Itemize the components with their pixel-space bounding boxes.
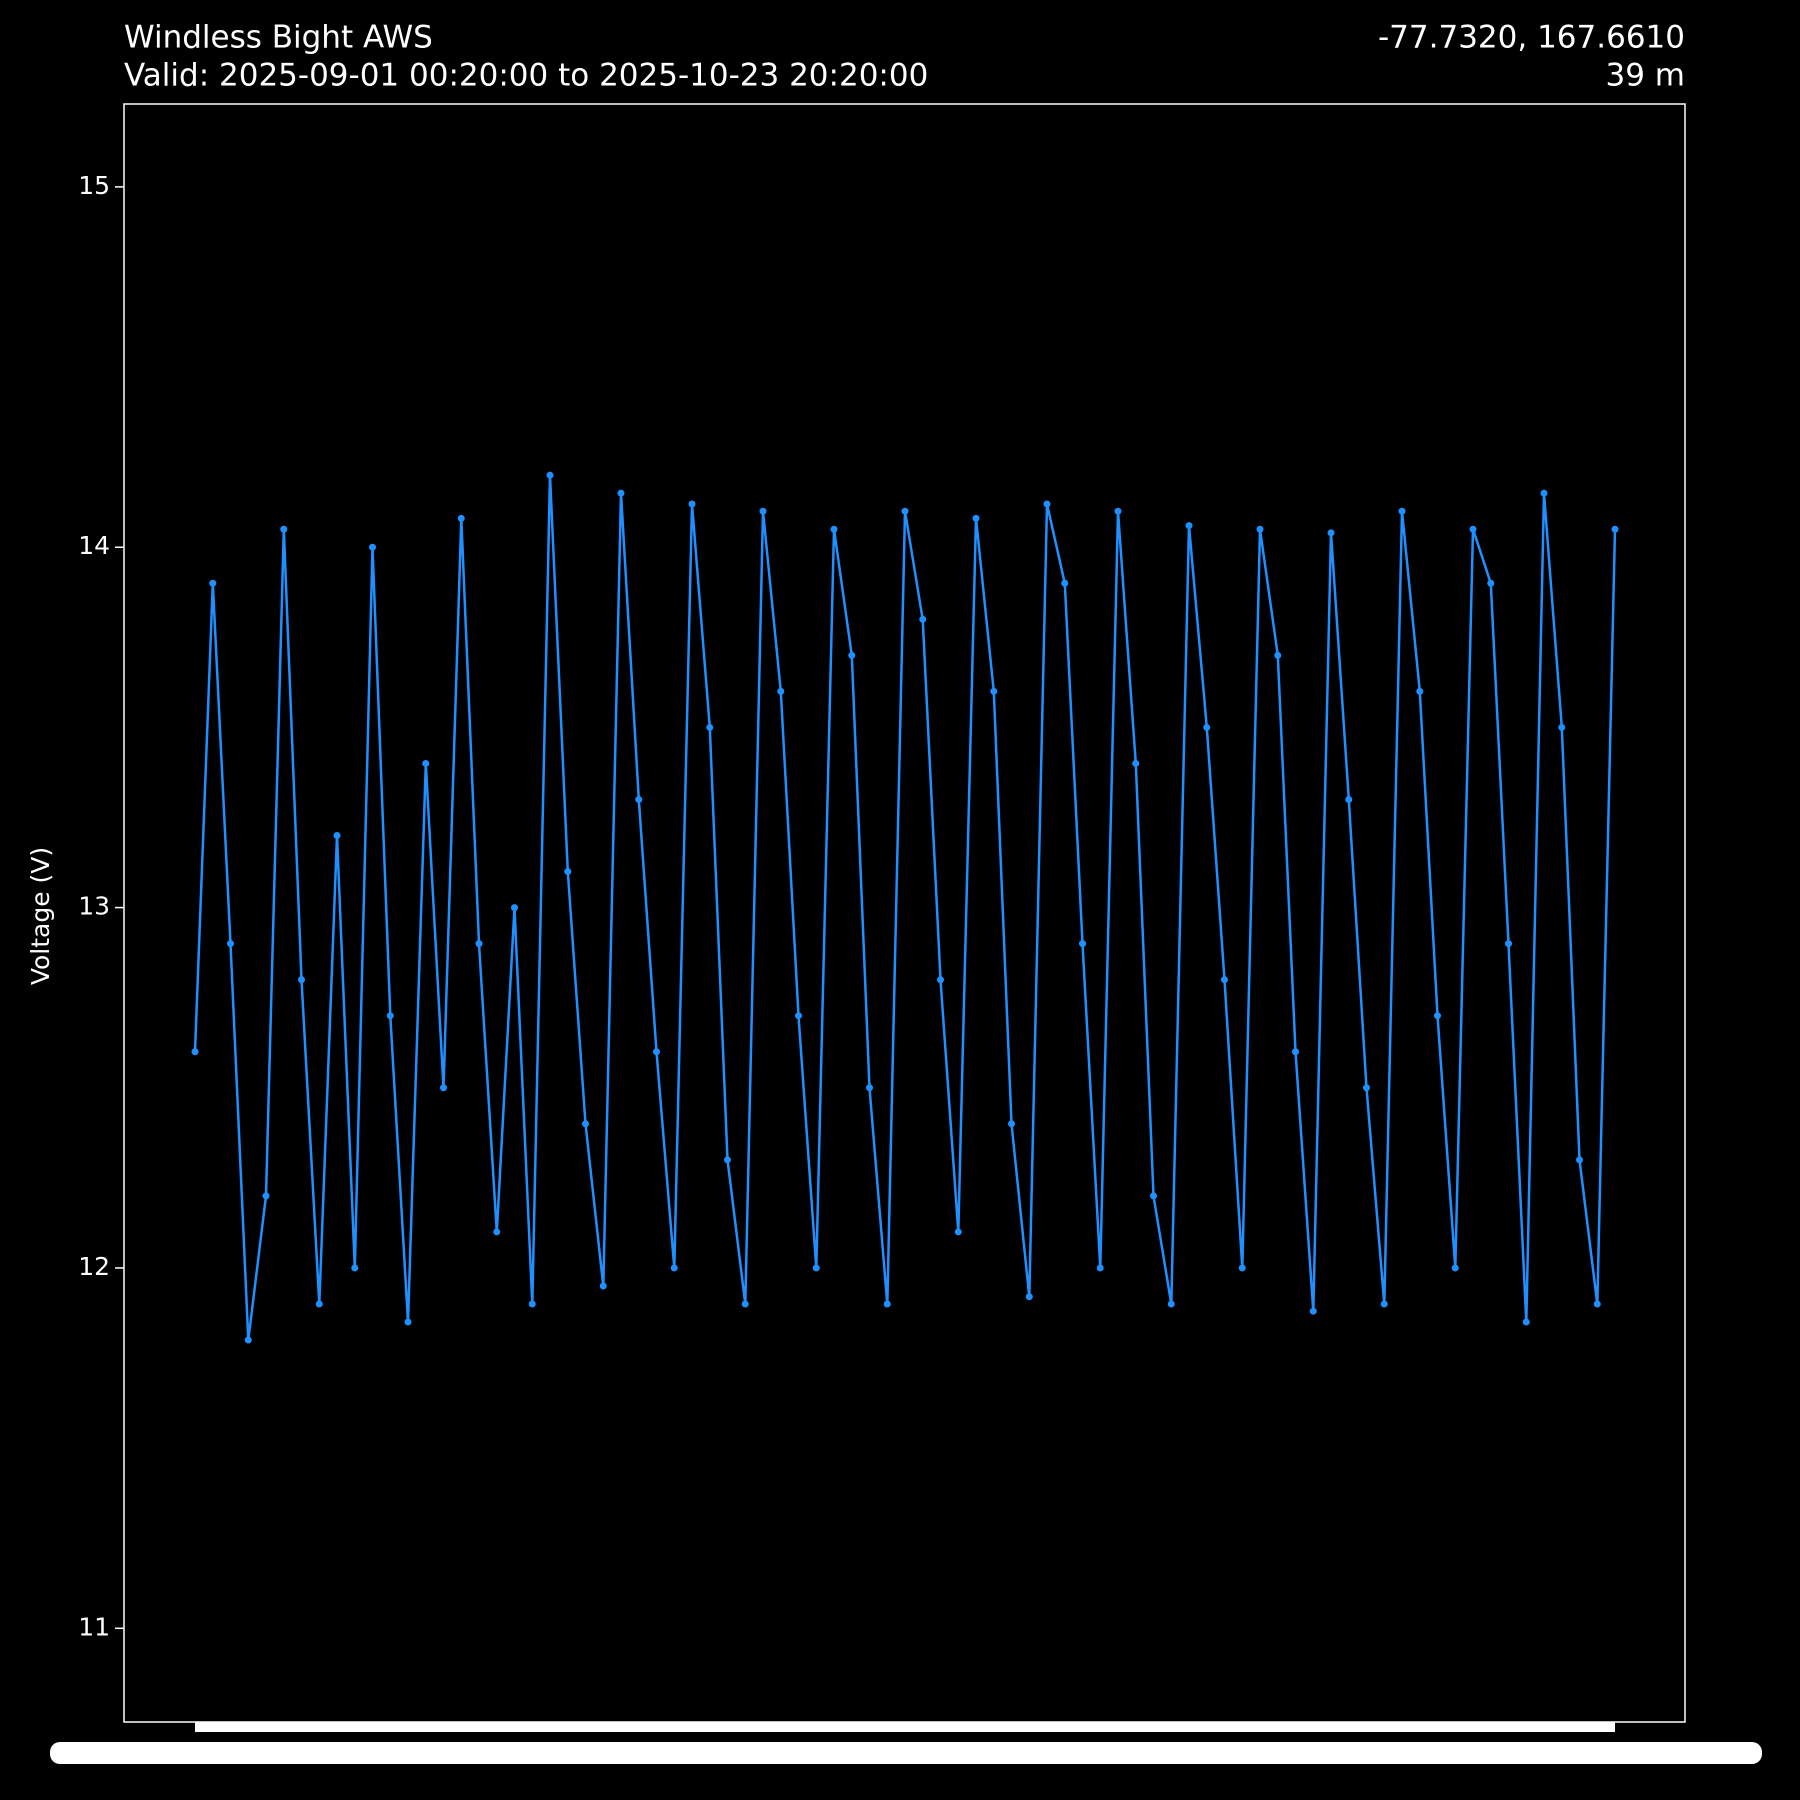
data-point [1008, 1120, 1015, 1128]
data-point [901, 507, 909, 515]
data-point [1185, 522, 1193, 530]
data-point [883, 1300, 891, 1308]
data-point [511, 904, 518, 912]
data-point [351, 1264, 359, 1272]
plot-area [191, 471, 1619, 1344]
data-point [1505, 940, 1512, 948]
chart-subtitle: Valid: 2025-09-01 00:20:00 to 2025-10-23… [124, 58, 928, 94]
data-point [440, 1084, 447, 1092]
data-point [191, 1048, 199, 1056]
data-point [759, 507, 767, 515]
data-point [1576, 1156, 1583, 1164]
data-line [193, 473, 1617, 1342]
data-point [795, 1012, 802, 1020]
data-point [582, 1120, 589, 1128]
data-point [1114, 507, 1122, 515]
x-tick-marks-overlap [195, 1722, 1615, 1732]
data-point [1096, 1264, 1104, 1272]
data-point [564, 868, 572, 876]
elevation: 39 m [1606, 58, 1686, 94]
data-point [280, 525, 288, 533]
data-point [315, 1300, 323, 1308]
data-point [1593, 1300, 1601, 1308]
data-point [1061, 579, 1069, 587]
data-point [1132, 759, 1140, 767]
data-point [1611, 525, 1619, 533]
data-point [422, 759, 430, 767]
data-point [369, 543, 376, 551]
data-point [617, 489, 625, 497]
data-point [706, 723, 714, 731]
data-point [635, 795, 643, 803]
data-point [1292, 1048, 1299, 1056]
data-point [1079, 940, 1086, 948]
data-point [1398, 507, 1406, 515]
data-point [1345, 795, 1353, 803]
y-tick-label: 15 [78, 171, 110, 200]
data-point [546, 471, 554, 479]
data-point [830, 525, 838, 533]
data-point [1416, 687, 1424, 695]
data-point [741, 1300, 749, 1308]
axes-frame [123, 103, 1686, 1723]
x-tick-labels-overlap [50, 1742, 1762, 1764]
data-point [848, 651, 856, 659]
data-point [262, 1192, 270, 1200]
y-tick-label: 13 [78, 892, 110, 921]
data-point [1043, 500, 1051, 508]
data-point [1327, 529, 1335, 537]
data-point [990, 687, 998, 695]
data-point [1363, 1084, 1370, 1092]
data-point [1221, 976, 1228, 984]
data-point [493, 1228, 501, 1236]
data-point [404, 1318, 412, 1326]
data-point [1203, 723, 1211, 731]
data-point [1238, 1264, 1246, 1272]
data-point [812, 1264, 820, 1272]
data-point [688, 500, 696, 508]
data-point [1380, 1300, 1388, 1308]
data-point [1434, 1012, 1441, 1020]
data-point [972, 514, 980, 522]
data-point [1025, 1293, 1033, 1301]
data-point [227, 940, 234, 948]
data-point [244, 1336, 252, 1344]
data-point [528, 1300, 536, 1308]
data-point [1522, 1318, 1530, 1326]
data-point [1451, 1264, 1459, 1272]
data-point [954, 1228, 962, 1236]
data-point [866, 1084, 873, 1092]
data-point [724, 1156, 731, 1164]
data-point [298, 976, 305, 984]
y-tick-label: 12 [78, 1252, 110, 1281]
chart-title: Windless Bight AWS [124, 20, 433, 56]
location: -77.7320, 167.6610 [1378, 20, 1685, 56]
data-point [386, 1012, 394, 1020]
data-point [209, 579, 217, 587]
data-point [919, 615, 927, 623]
data-point [1309, 1307, 1317, 1315]
data-point [1558, 723, 1566, 731]
data-point [670, 1264, 678, 1272]
data-point [1469, 525, 1477, 533]
data-point [457, 514, 465, 522]
data-point [475, 940, 483, 948]
data-point [937, 976, 944, 984]
y-tick-label: 11 [78, 1612, 110, 1641]
data-point [1256, 525, 1264, 533]
data-point [1150, 1192, 1157, 1200]
y-tick-label: 14 [78, 531, 110, 560]
y-axis-label: Voltage (V) [26, 847, 55, 985]
data-point [1167, 1300, 1175, 1308]
data-point [1274, 651, 1282, 659]
data-point [1540, 489, 1548, 497]
data-point [599, 1282, 607, 1290]
data-point [653, 1048, 660, 1056]
data-point [333, 832, 341, 840]
data-point [1487, 579, 1495, 587]
data-point [777, 687, 785, 695]
